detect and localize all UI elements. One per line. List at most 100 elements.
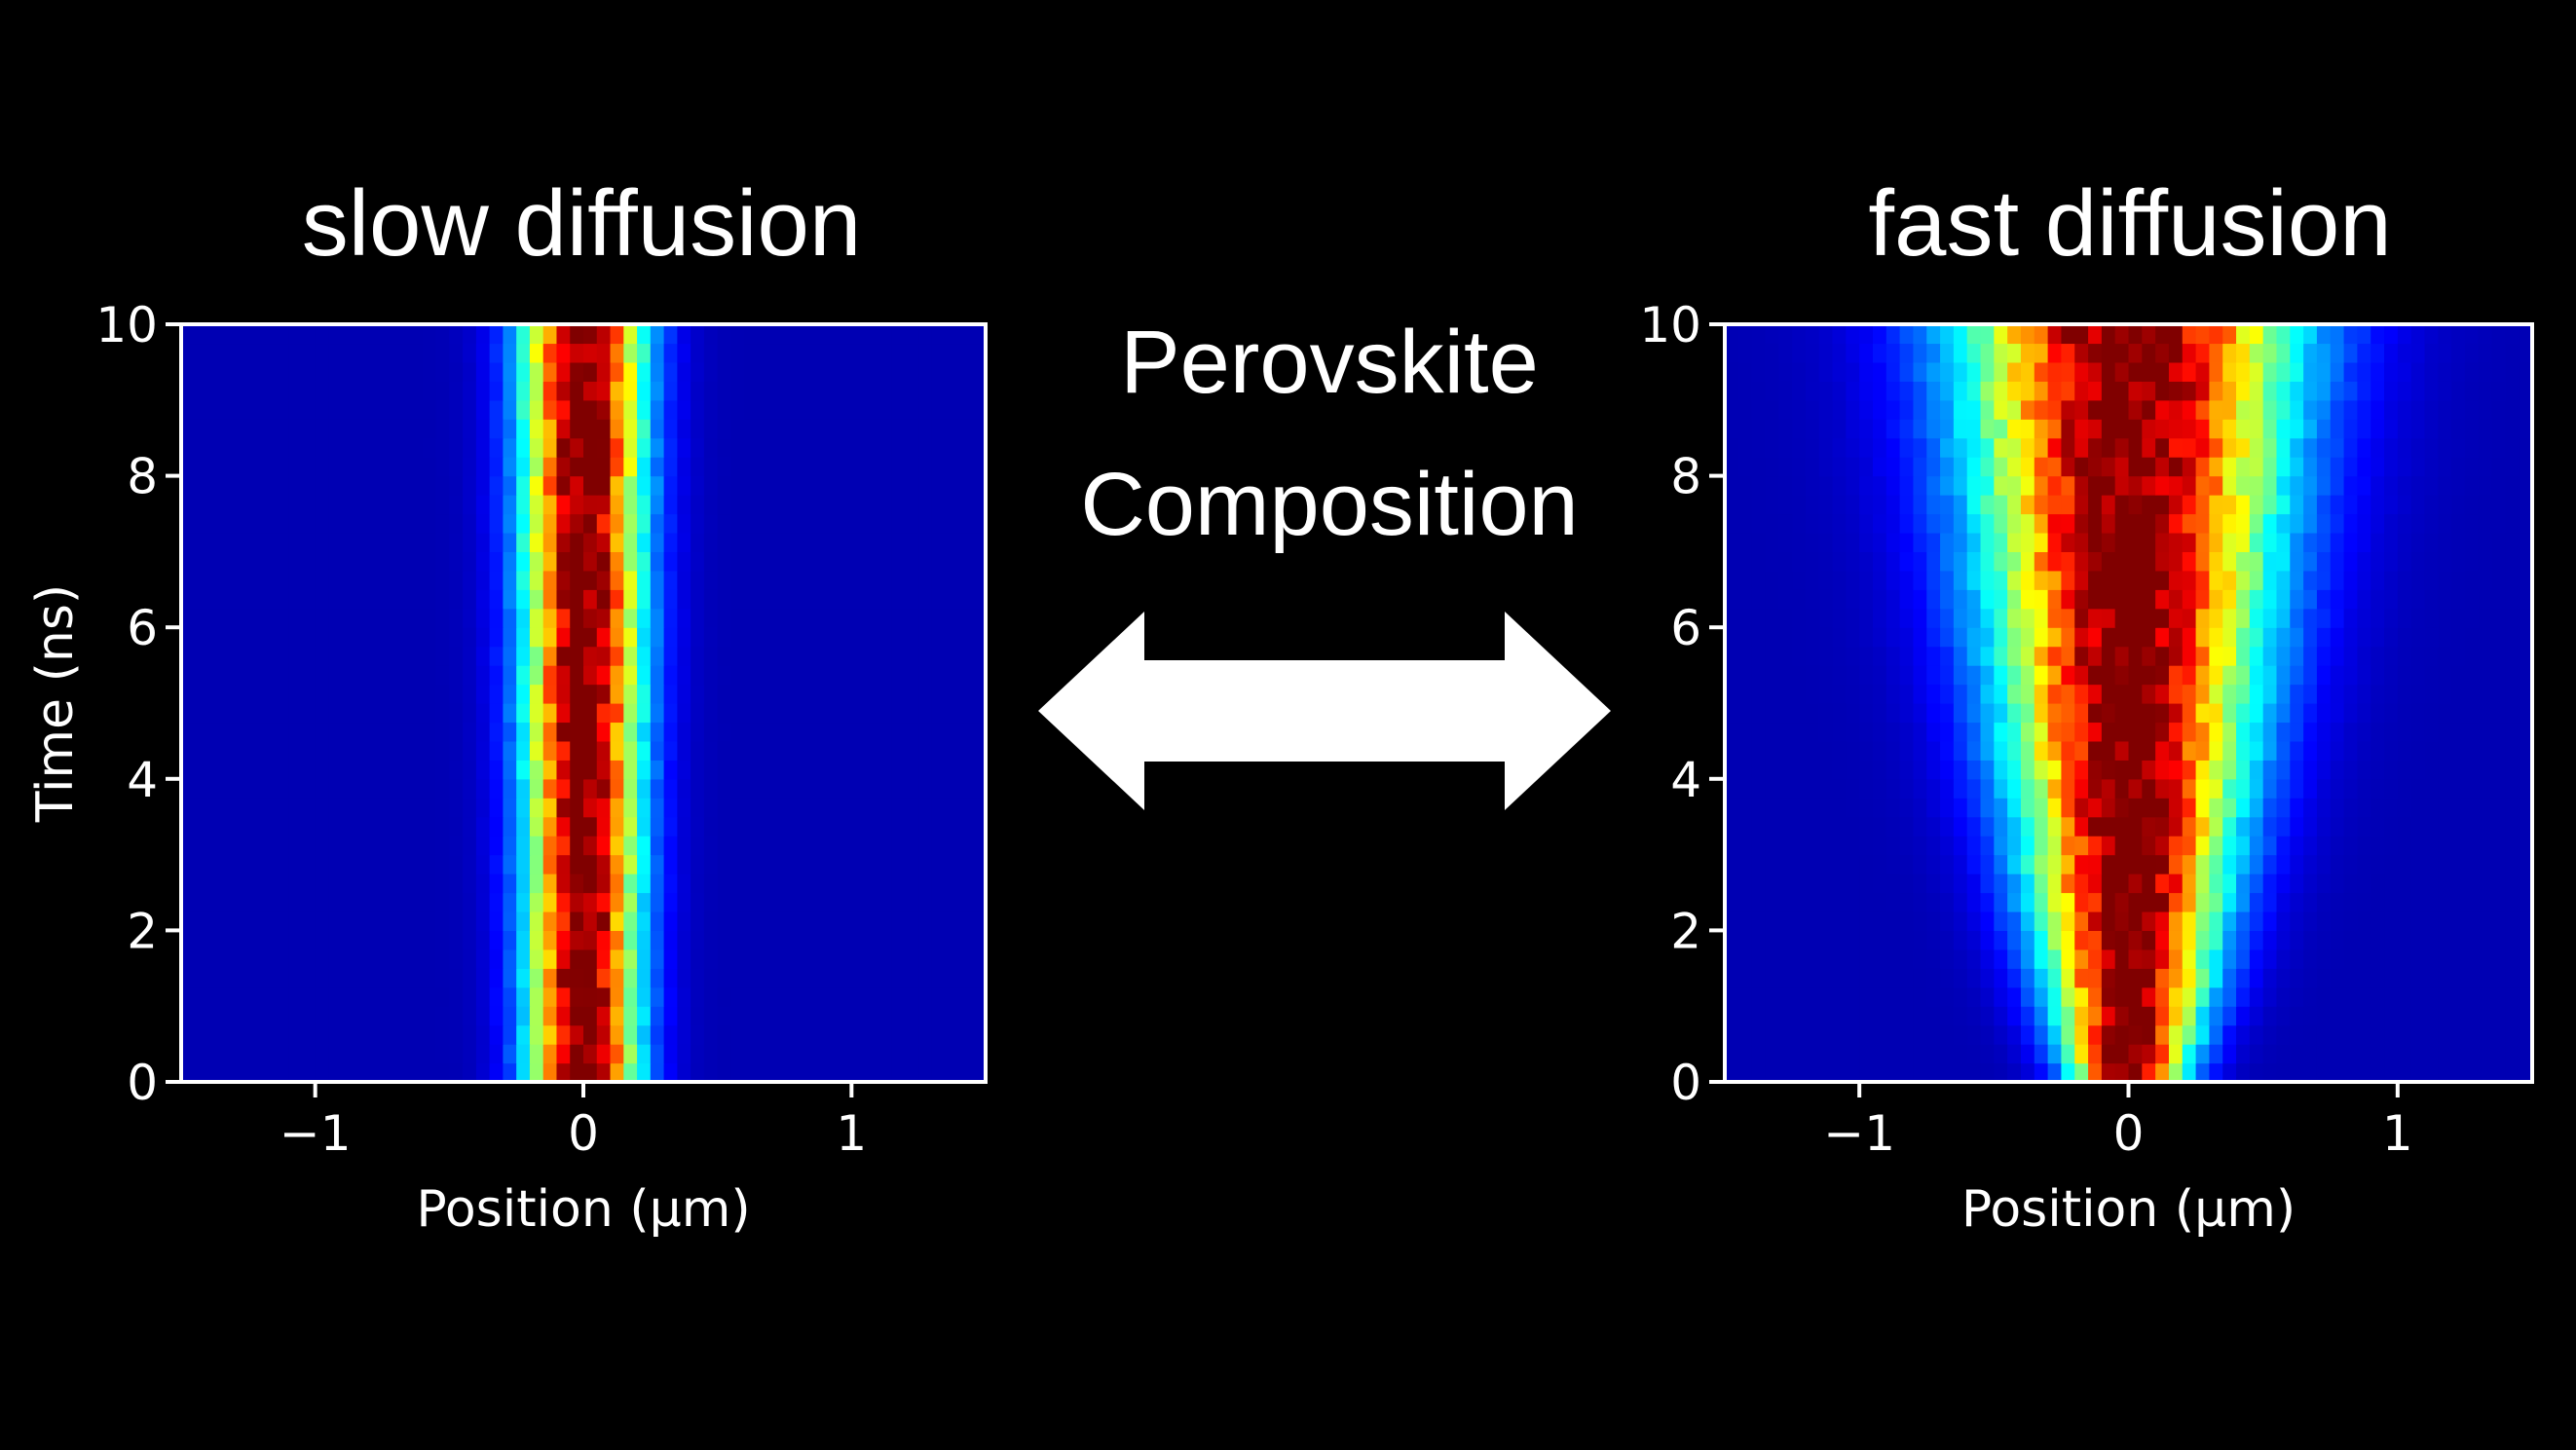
heatmap-cell <box>2209 836 2223 856</box>
heatmap-cell <box>2168 513 2184 534</box>
heatmap-cell <box>2195 1006 2210 1026</box>
heatmap-cell <box>596 760 612 780</box>
heatmap-cell <box>2236 1044 2251 1064</box>
heatmap-cell <box>2397 1006 2412 1026</box>
heatmap-cell <box>2397 627 2412 648</box>
heatmap-cell <box>2047 1006 2063 1026</box>
heatmap-cell <box>2155 778 2170 799</box>
heatmap-cell <box>931 892 947 912</box>
heatmap-cell <box>1966 570 1982 590</box>
heatmap-cell <box>449 836 464 856</box>
heatmap-cell <box>2464 778 2480 799</box>
heatmap-cell <box>2424 627 2439 648</box>
heatmap-cell <box>1859 419 1874 439</box>
heatmap-cell <box>2047 324 2063 345</box>
heatmap-cell <box>2343 684 2358 704</box>
heatmap-cell <box>2505 911 2520 931</box>
heatmap-cell <box>744 948 759 969</box>
heatmap-cell <box>342 911 356 931</box>
heatmap-cell <box>422 836 437 856</box>
heatmap-cell <box>1940 722 1955 742</box>
heatmap-cell <box>2128 665 2143 686</box>
heatmap-cell <box>2155 589 2170 610</box>
heatmap-cell <box>1953 892 1968 912</box>
heatmap-cell <box>744 722 759 742</box>
heatmap-cell <box>2290 816 2304 837</box>
heatmap-cell <box>2195 646 2210 666</box>
heatmap-cell <box>1778 589 1793 610</box>
heatmap-cell <box>2155 324 2170 345</box>
heatmap-cell <box>784 798 799 818</box>
heatmap-cell <box>449 986 464 1007</box>
heatmap-cell <box>703 703 719 724</box>
heatmap-cell <box>2209 968 2223 988</box>
heatmap-cell <box>2384 1006 2399 1026</box>
heatmap-cell <box>2424 874 2439 894</box>
heatmap-cell <box>2438 798 2452 818</box>
heatmap-cell <box>2047 361 2063 382</box>
heatmap-cell <box>2290 570 2304 590</box>
heatmap-cell <box>1725 457 1739 477</box>
heatmap-cell <box>2222 361 2237 382</box>
heatmap-cell <box>596 816 612 837</box>
heatmap-cell <box>2384 343 2399 363</box>
heatmap-cell <box>2424 798 2439 818</box>
heatmap-cell <box>2182 684 2197 704</box>
heatmap-cell <box>2478 495 2493 515</box>
heatmap-cell <box>2007 1006 2022 1026</box>
heatmap-cell <box>1940 703 1955 724</box>
heatmap-cell <box>1792 778 1807 799</box>
heatmap-cell <box>2505 343 2520 363</box>
heatmap-cell <box>2168 419 2184 439</box>
heatmap-cell <box>1872 608 1887 628</box>
heatmap-cell <box>2236 1062 2251 1083</box>
heatmap-cell <box>2438 778 2452 799</box>
heatmap-cell <box>368 703 384 724</box>
heatmap-cell <box>744 778 759 799</box>
heatmap-cell <box>2451 778 2466 799</box>
heatmap-cell <box>1765 1006 1779 1026</box>
heatmap-cell <box>2142 513 2156 534</box>
heatmap-cell <box>2236 381 2251 401</box>
heatmap-cell <box>770 778 786 799</box>
heatmap-cell <box>1832 722 1847 742</box>
heatmap-cell <box>1994 703 2008 724</box>
heatmap-cell <box>2128 570 2143 590</box>
heatmap-cell <box>2047 399 2063 420</box>
heatmap-cell <box>744 1006 759 1026</box>
heatmap-cell <box>1926 911 1941 931</box>
heatmap-cell <box>770 760 786 780</box>
heatmap-cell <box>181 703 196 724</box>
heatmap-cell <box>2343 381 2358 401</box>
heatmap-cell <box>2397 343 2412 363</box>
heatmap-cell <box>1859 892 1874 912</box>
heatmap-cell <box>1792 343 1807 363</box>
heatmap-cell <box>877 684 893 704</box>
heatmap-cell <box>2168 874 2184 894</box>
heatmap-cell <box>1913 361 1927 382</box>
heatmap-cell <box>2155 627 2170 648</box>
heatmap-cell <box>623 854 638 874</box>
heatmap-cell <box>2410 948 2426 969</box>
heatmap-cell <box>2249 551 2264 572</box>
heatmap-cell <box>2424 495 2439 515</box>
heatmap-cell <box>1805 324 1820 345</box>
heatmap-cell <box>1832 570 1847 590</box>
heatmap-cell <box>2357 1062 2371 1083</box>
heatmap-cell <box>2451 627 2466 648</box>
heatmap-cell <box>516 1062 531 1083</box>
heatmap-cell <box>2384 419 2399 439</box>
heatmap-cell <box>2491 911 2506 931</box>
heatmap-cell <box>2343 760 2358 780</box>
heatmap-cell <box>368 760 384 780</box>
heatmap-cell <box>1994 1024 2008 1045</box>
heatmap-cell <box>2478 513 2493 534</box>
heatmap-cell <box>2478 874 2493 894</box>
heatmap-cell <box>1725 740 1739 761</box>
heatmap-cell <box>1940 948 1955 969</box>
heatmap-cell <box>2505 778 2520 799</box>
heatmap-cell <box>2491 892 2506 912</box>
heatmap-cell <box>2303 684 2318 704</box>
heatmap-cell <box>2088 381 2103 401</box>
heatmap-cell <box>2209 722 2223 742</box>
